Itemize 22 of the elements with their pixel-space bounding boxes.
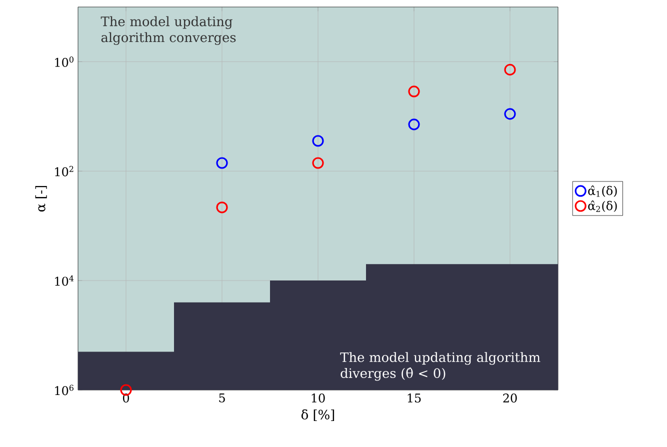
point <box>216 157 228 169</box>
x-axis-title: δ [%] <box>301 409 334 422</box>
y-tick-label: 10$^{4}$ <box>55 275 74 286</box>
legend-label: α̂$_{2}$(δ) <box>588 200 617 212</box>
x-tick-label: 10 <box>312 394 325 403</box>
point <box>408 118 420 130</box>
y-axis-title: α [-] <box>35 186 47 212</box>
legend-label: α̂$_{1}$(δ) <box>588 185 617 197</box>
point <box>312 157 324 169</box>
annotation: The model updating algorithm converges <box>100 16 236 45</box>
x-tick-label: 5 <box>219 394 225 402</box>
y-tick-label: 10$^{2}$ <box>55 166 74 176</box>
x-tick-label: 15 <box>408 394 421 403</box>
y-tick-label: 10$^{6}$ <box>55 384 74 396</box>
point <box>312 135 324 147</box>
x-tick-label: 20 <box>503 394 517 403</box>
point <box>408 86 420 98</box>
point <box>504 108 516 120</box>
y-tick-label: 10$^{0}$ <box>55 56 74 67</box>
point <box>504 64 516 76</box>
annotation: The model updating algorithm diverges (θ̂ < 0) <box>340 352 540 381</box>
point <box>216 202 228 214</box>
